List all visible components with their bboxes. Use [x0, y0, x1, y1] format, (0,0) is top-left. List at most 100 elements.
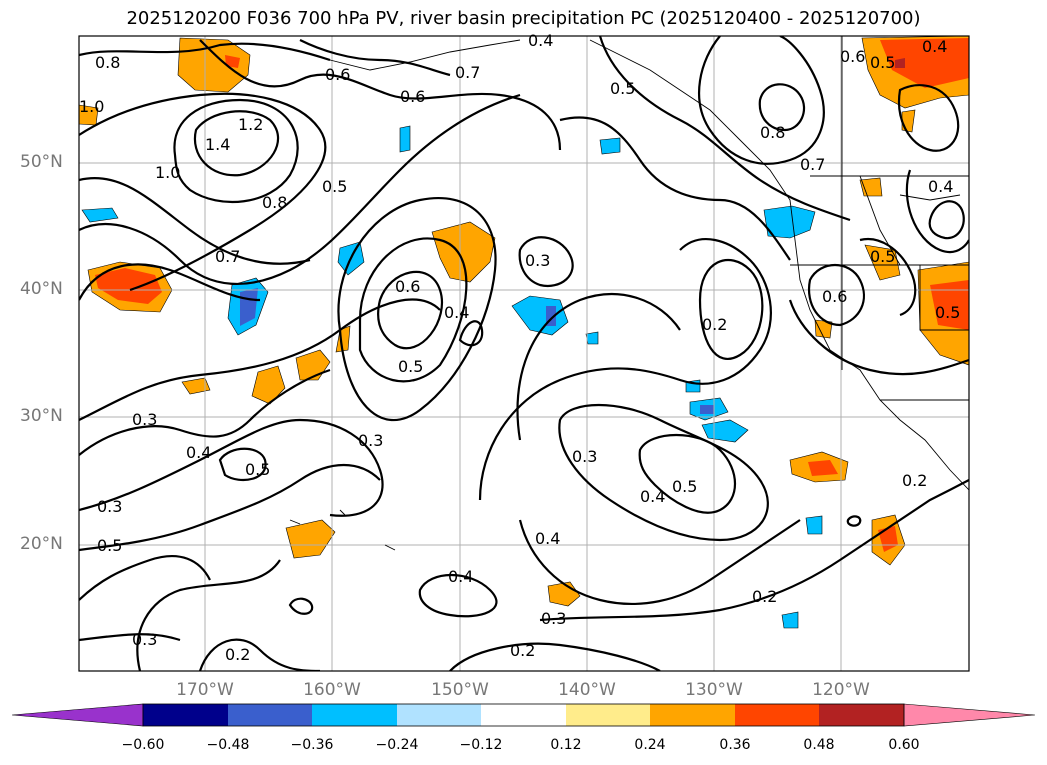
contour-label: 0.6: [840, 47, 865, 66]
contour-label: 0.7: [800, 155, 825, 174]
colorbar-tick: −0.60: [121, 737, 165, 753]
contour-label: 0.5: [870, 53, 895, 72]
precip-patch: [335, 325, 351, 353]
colorbar-tick: 0.12: [550, 737, 582, 753]
gridlines: [79, 36, 969, 671]
contour-label: 0.2: [752, 587, 777, 606]
pv-contours: [79, 36, 969, 671]
contour-label: 0.3: [525, 251, 550, 270]
precip-patch: [399, 125, 411, 153]
precip-patch: [895, 58, 905, 68]
precip-patch: [181, 377, 211, 395]
colorbar-tick: −0.12: [459, 737, 503, 753]
contour-label: 1.0: [79, 97, 104, 116]
colorbar-tick: −0.48: [206, 737, 250, 753]
contour-label: 0.2: [902, 471, 927, 490]
lat-label: 50°N: [20, 152, 63, 172]
contour-label: 0.4: [186, 443, 211, 462]
contour-label: 0.6: [395, 277, 420, 296]
contour-label: 0.3: [132, 410, 157, 429]
contour-labels: 0.8 1.0 1.2 1.4 1.0 0.8 0.7 0.6 0.7 0.6 …: [79, 31, 960, 664]
contour-label: 0.3: [572, 447, 597, 466]
colorbar-segment: [566, 704, 650, 726]
contour-label: 0.5: [322, 177, 347, 196]
lon-label: 150°W: [431, 680, 489, 700]
precip-patch: [547, 581, 581, 607]
lon-label: 130°W: [685, 680, 743, 700]
contour-label: 1.0: [155, 163, 180, 182]
precip-patch: [95, 268, 162, 304]
contour-label: 0.4: [535, 529, 560, 548]
precip-patch: [285, 519, 336, 559]
precip-patch: [805, 515, 823, 535]
contour-label: 0.4: [528, 31, 553, 50]
contour-label: 0.6: [822, 287, 847, 306]
contour-label: 1.4: [205, 135, 230, 154]
precip-patch: [431, 221, 496, 283]
precip-patch: [599, 137, 621, 155]
contour-label: 0.4: [922, 37, 947, 56]
colorbar-segment: [143, 704, 228, 726]
colorbar-segment: [819, 704, 904, 726]
contour-label: 0.3: [97, 497, 122, 516]
colorbar-arrow-left: [11, 703, 144, 727]
contour-label: 0.7: [215, 247, 240, 266]
coastlines: [289, 36, 969, 551]
colorbar: [11, 703, 1036, 727]
precip-patch: [901, 109, 916, 133]
colorbar-segment: [397, 704, 481, 726]
contour-label: 0.5: [398, 357, 423, 376]
contour-label: 0.4: [448, 567, 473, 586]
lon-label: 160°W: [303, 680, 361, 700]
precip-patch: [930, 280, 969, 330]
contour-label: 0.5: [935, 303, 960, 322]
contour-label: 0.8: [262, 193, 287, 212]
precip-patch: [880, 38, 969, 88]
contour-label: 0.5: [870, 247, 895, 266]
colorbar-tick: −0.36: [290, 737, 334, 753]
precip-patch: [864, 244, 901, 281]
lon-label: 140°W: [558, 680, 616, 700]
contour-label: 0.4: [640, 487, 665, 506]
contour-label: 0.5: [610, 79, 635, 98]
contour-label: 0.2: [702, 315, 727, 334]
precip-patch: [763, 205, 816, 239]
contour-label: 0.7: [455, 63, 480, 82]
precip-patch: [808, 460, 838, 476]
colorbar-tick: 0.24: [634, 737, 666, 753]
contour-label: 0.3: [541, 609, 566, 628]
colorbar-tick: 0.48: [803, 737, 835, 753]
colorbar-tick: 0.60: [888, 737, 920, 753]
contour-label: 0.3: [358, 431, 383, 450]
contour-label: 0.2: [225, 645, 250, 664]
precip-patch: [701, 419, 749, 443]
contour-label: 1.2: [238, 115, 263, 134]
colorbar-arrow-right: [903, 703, 1036, 727]
lat-label: 30°N: [20, 406, 63, 426]
lat-label: 20°N: [20, 534, 63, 554]
contour-label: 0.3: [132, 630, 157, 649]
colorbar-segment: [650, 704, 735, 726]
plot-frame: [78, 35, 970, 672]
precip-patch: [225, 55, 240, 68]
lat-label: 40°N: [20, 279, 63, 299]
colorbar-segment: [735, 704, 819, 726]
colorbar-tick: −0.24: [375, 737, 419, 753]
contour-label: 0.4: [928, 177, 953, 196]
precip-patch: [81, 207, 119, 223]
contour-label: 0.2: [510, 641, 535, 660]
contour-label: 0.5: [672, 477, 697, 496]
contour-label: 0.8: [95, 53, 120, 72]
map-title: 2025120200 F036 700 hPa PV, river basin …: [126, 8, 921, 29]
contour-label: 0.6: [325, 65, 350, 84]
precip-shading: [79, 36, 969, 629]
precip-patch: [859, 177, 883, 197]
colorbar-segment: [312, 704, 397, 726]
colorbar-segment: [481, 704, 566, 726]
contour-label: 0.4: [444, 303, 469, 322]
colorbar-tick: 0.36: [719, 737, 751, 753]
contour-label: 0.5: [245, 460, 270, 479]
contour-label: 0.6: [400, 87, 425, 106]
colorbar-segment: [228, 704, 312, 726]
